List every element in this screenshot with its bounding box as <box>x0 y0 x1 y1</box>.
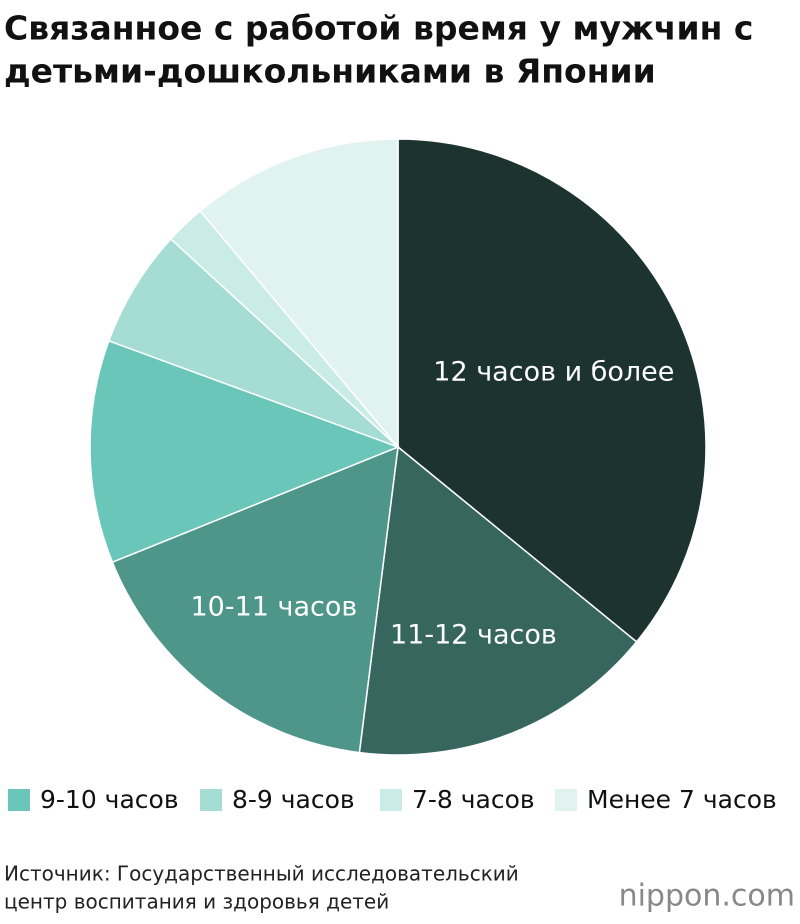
legend-swatch <box>200 789 222 811</box>
pie-slice <box>111 445 399 754</box>
legend-label: 7-8 часов <box>412 785 535 814</box>
legend-label: 9-10 часов <box>40 785 179 814</box>
legend-label: 8-9 часов <box>232 785 355 814</box>
pie-slice <box>397 138 707 643</box>
source: центр воспитания и здоровья детей <box>4 890 389 914</box>
legend-swatch <box>8 789 30 811</box>
chart-title: Связанное с работой время у мужчин с <box>4 9 753 48</box>
slice-label: 10-11 часов <box>191 592 358 623</box>
chart-title: детьми-дошкольниками в Японии <box>4 52 656 91</box>
slice-label: 11-12 часов <box>390 619 557 650</box>
pie-slice <box>89 339 401 564</box>
pie-slice <box>358 445 638 756</box>
legend-swatch <box>555 789 577 811</box>
pie: 12 часов и более 11-12 часов 10-11 часов <box>89 138 707 756</box>
slice-label: 12 часов и более <box>433 357 674 388</box>
pie-slice <box>107 237 399 448</box>
source: Источник: Государственный исследовательс… <box>4 862 519 886</box>
legend-label: Менее 7 часов <box>587 785 777 814</box>
pie-slice <box>199 138 399 450</box>
legend: 9-10 часов 8-9 часов 7-8 часов Менее 7 часо… <box>8 785 777 814</box>
logo: nippon.com <box>619 879 795 914</box>
legend-swatch <box>380 789 402 811</box>
